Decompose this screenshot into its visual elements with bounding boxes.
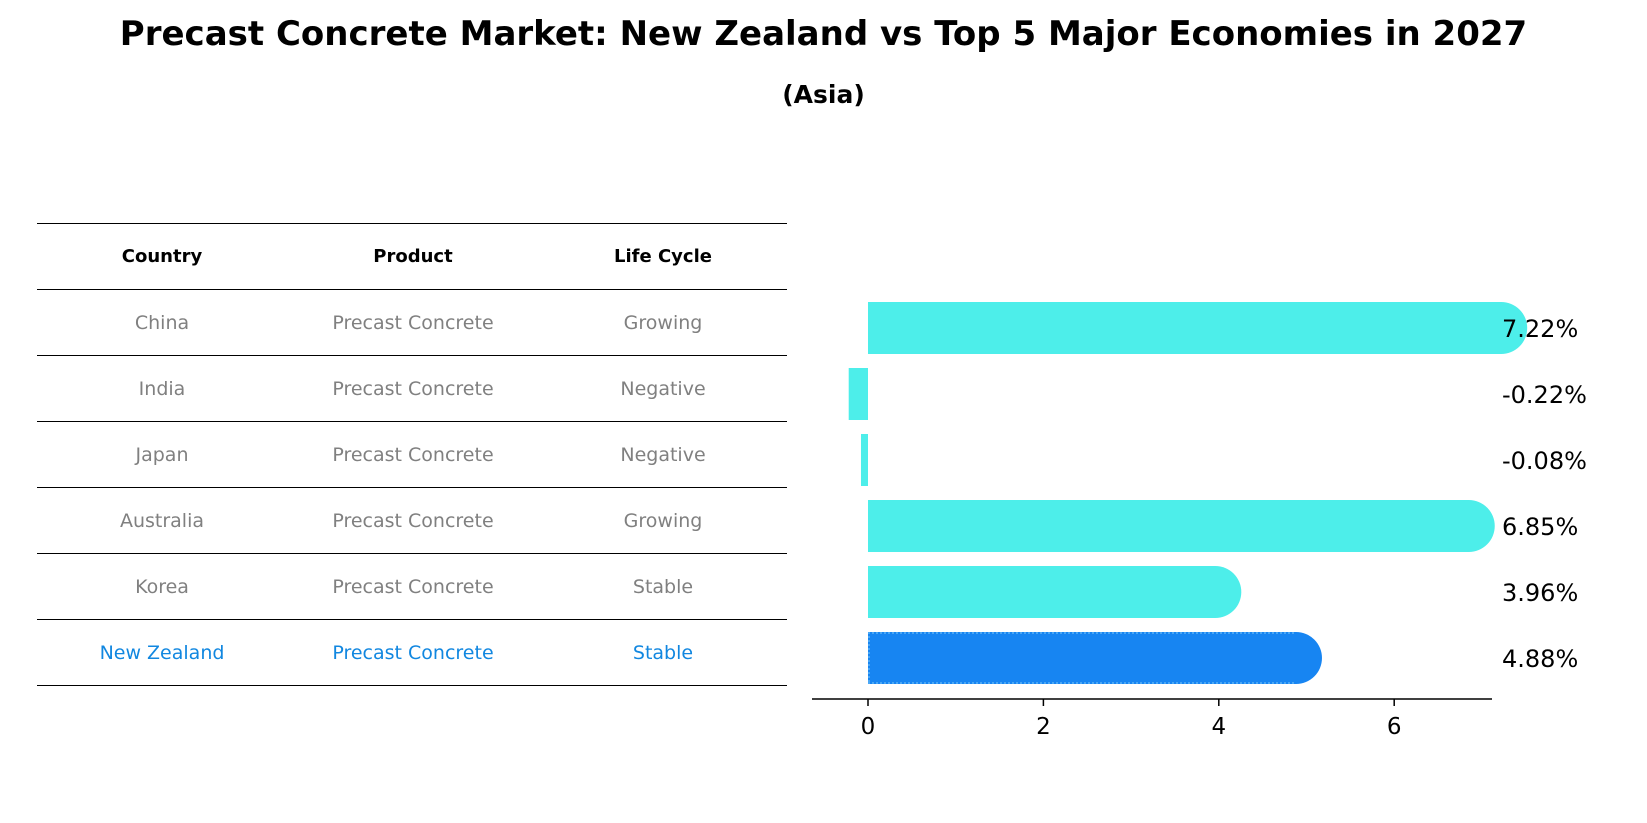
table-row: Australia Precast Concrete Growing <box>37 487 787 553</box>
bar <box>868 566 1242 618</box>
table-row: Japan Precast Concrete Negative <box>37 421 787 487</box>
table-row-highlighted: New Zealand Precast Concrete Stable <box>37 619 787 686</box>
bar <box>868 632 1322 684</box>
product-cell: Precast Concrete <box>332 641 494 664</box>
bar <box>868 500 1495 552</box>
page-subtitle: (Asia) <box>782 80 865 109</box>
product-cell: Precast Concrete <box>332 443 494 466</box>
product-cell: Precast Concrete <box>332 311 494 334</box>
product-cell: Precast Concrete <box>332 509 494 532</box>
life-cycle-cell: Growing <box>623 509 703 532</box>
product-cell: Precast Concrete <box>332 377 494 400</box>
bar <box>868 302 1528 354</box>
table-row: China Precast Concrete Growing <box>37 289 787 355</box>
table-row: India Precast Concrete Negative <box>37 355 787 421</box>
header-country: Country <box>121 246 203 267</box>
bar-value-label: 7.22% <box>1502 315 1578 343</box>
country-cell: New Zealand <box>99 641 225 664</box>
table-row: Korea Precast Concrete Stable <box>37 553 787 619</box>
x-tick-label: 0 <box>861 714 876 740</box>
country-cell: India <box>138 377 186 400</box>
header-product: Product <box>373 246 453 267</box>
bar <box>860 434 868 486</box>
x-tick-label: 2 <box>1036 714 1051 740</box>
country-cell: Japan <box>135 443 189 466</box>
life-cycle-cell: Growing <box>623 311 703 334</box>
page-title: Precast Concrete Market: New Zealand vs … <box>119 14 1528 54</box>
life-cycle-cell: Stable <box>632 575 694 598</box>
bar <box>848 368 868 420</box>
x-tick-label: 6 <box>1387 714 1402 740</box>
bar-highlight-outline <box>868 632 1296 684</box>
life-cycle-cell: Stable <box>632 641 694 664</box>
growth-bar-chart: 7.22% -0.22% -0.08% 6.85% 3.96% 4.88% 0 2 4 6 <box>812 302 1587 740</box>
bar-value-label: 4.88% <box>1502 645 1578 673</box>
country-cell: Australia <box>119 509 205 532</box>
bar-value-label: -0.08% <box>1502 447 1587 475</box>
table-header-row: Country Product Life Cycle <box>37 223 787 289</box>
product-cell: Precast Concrete <box>332 575 494 598</box>
bar-value-label: -0.22% <box>1502 381 1587 409</box>
life-cycle-cell: Negative <box>620 443 706 466</box>
bar-value-label: 6.85% <box>1502 513 1578 541</box>
country-cell: Korea <box>135 575 189 598</box>
bar-value-label: 3.96% <box>1502 579 1578 607</box>
x-tick-label: 4 <box>1211 714 1226 740</box>
market-table: Country Product Life Cycle China Precast… <box>37 223 787 686</box>
life-cycle-cell: Negative <box>620 377 706 400</box>
country-cell: China <box>134 311 190 334</box>
header-life-cycle: Life Cycle <box>614 246 712 267</box>
